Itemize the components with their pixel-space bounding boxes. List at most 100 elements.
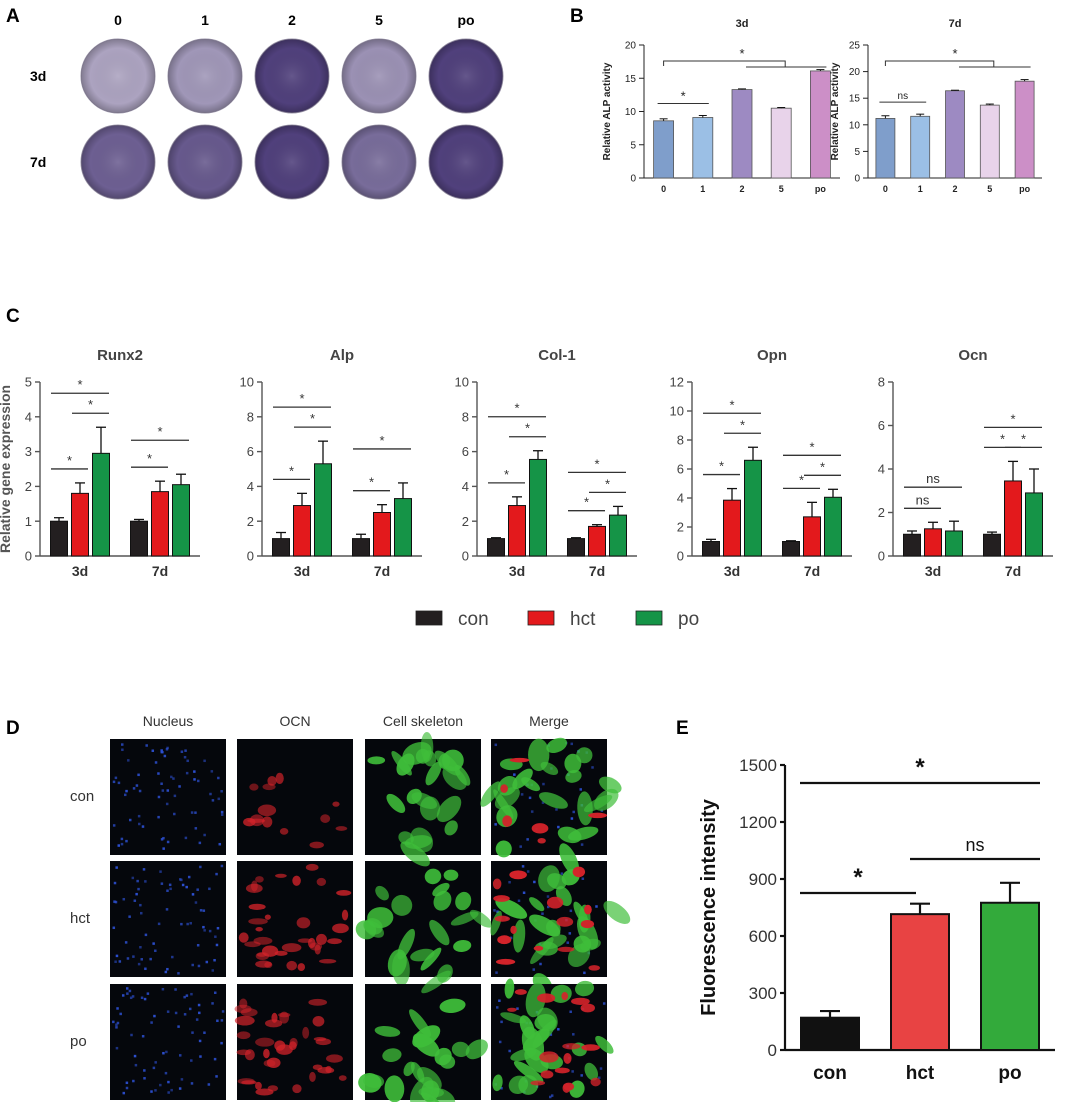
- ocn-signal: [509, 757, 530, 763]
- nucleus-dot: [133, 1054, 137, 1058]
- well-column-label: 1: [201, 12, 209, 28]
- chart-title: 3d: [736, 18, 749, 30]
- ocn-signal: [297, 963, 306, 972]
- nucleus-dot: [140, 996, 144, 1000]
- nucleus-dot: [195, 1018, 199, 1021]
- nucleus-dot: [220, 1041, 223, 1045]
- nucleus-dot: [112, 824, 116, 827]
- significance-label: *: [809, 439, 814, 454]
- significance-label: *: [820, 459, 825, 474]
- nucleus-dot: [570, 742, 573, 746]
- ocn-signal: [249, 814, 265, 827]
- ocn-signal: [267, 775, 277, 786]
- cell-shape: [525, 982, 546, 1018]
- ocn-signal: [289, 1037, 298, 1048]
- nucleus-dot: [137, 887, 140, 891]
- significance-label: *: [681, 88, 686, 103]
- nucleus-dot: [128, 818, 132, 822]
- nucleus-dot: [500, 1020, 503, 1024]
- ocn-signal: [236, 1031, 251, 1040]
- nucleus-dot: [194, 901, 198, 904]
- nucleus-dot: [183, 995, 186, 999]
- cell-shape: [398, 831, 414, 845]
- nucleus-dot: [137, 962, 141, 966]
- x-tick-label: po: [998, 1063, 1021, 1084]
- nucleus-dot: [124, 941, 128, 944]
- nucleus-dot: [526, 870, 530, 873]
- nucleus-dot: [528, 796, 532, 800]
- cell-shape: [363, 920, 384, 938]
- image-column-label: Merge: [529, 713, 569, 729]
- cell-shape: [384, 1075, 405, 1102]
- y-tick-label: 900: [749, 870, 777, 889]
- ocn-signal: [305, 863, 319, 871]
- nucleus-dot: [568, 932, 572, 935]
- ocn-signal: [327, 938, 342, 945]
- ocn-signal: [572, 866, 586, 878]
- nucleus-dot: [546, 905, 550, 909]
- significance-label: *: [88, 397, 93, 412]
- nucleus-dot: [139, 911, 143, 915]
- y-tick-label: 0: [25, 549, 32, 564]
- well-column-label: po: [457, 12, 474, 28]
- ocn-signal: [335, 826, 348, 831]
- nucleus-dot: [211, 969, 215, 972]
- bar-con: [50, 520, 68, 557]
- nucleus-dot: [167, 1080, 170, 1084]
- nucleus-dot: [194, 811, 197, 814]
- ocn-signal: [316, 877, 327, 886]
- ocn-signal: [580, 919, 595, 929]
- significance-label: *: [1021, 431, 1026, 446]
- nucleus-dot: [126, 957, 130, 960]
- nucleus-dot: [138, 789, 142, 793]
- nucleus-dot: [162, 836, 165, 840]
- panel-d-fluorescence-images: Nucleus OCN Cell skeleton Merge con hct po: [70, 713, 631, 1102]
- y-tick-label: 8: [462, 409, 469, 424]
- ocn-signal: [320, 814, 331, 823]
- nucleus-dot: [134, 1063, 138, 1067]
- ocn-signal: [571, 997, 590, 1005]
- nucleus-dot: [167, 1091, 170, 1094]
- legend-label-con: con: [458, 609, 489, 630]
- nucleus-dot: [137, 814, 141, 818]
- bar-po: [314, 463, 332, 557]
- significance-label: *: [299, 391, 304, 406]
- bar: [980, 901, 1040, 1051]
- nucleus-dot: [146, 992, 150, 995]
- chart-title: Runx2: [97, 347, 143, 364]
- bar: [653, 120, 674, 179]
- bar-po: [1025, 492, 1043, 557]
- nucleus-dot: [215, 872, 218, 876]
- cell-shape: [465, 1039, 488, 1060]
- ocn-signal: [255, 951, 270, 961]
- nucleus-dot: [583, 971, 586, 975]
- x-tick-label: 7d: [589, 563, 605, 579]
- nucleus-dot: [133, 899, 137, 902]
- cell-shape: [391, 894, 413, 916]
- cell-shape: [374, 1026, 401, 1037]
- nucleus-dot: [566, 941, 569, 944]
- nucleus-dot: [112, 926, 116, 930]
- cell-shape: [386, 793, 406, 813]
- y-tick-label: 3: [25, 444, 32, 459]
- x-tick-label: 3d: [72, 563, 88, 579]
- y-tick-label: 0: [462, 549, 469, 564]
- nucleus-dot: [128, 915, 131, 918]
- cell-shape: [495, 898, 528, 919]
- bar-po: [92, 452, 110, 557]
- x-tick-label: 5: [987, 184, 992, 194]
- nucleus-dot: [555, 808, 558, 811]
- x-tick-label: 3d: [724, 563, 740, 579]
- bar: [910, 115, 931, 179]
- nucleus-dot: [216, 1019, 219, 1023]
- nucleus-dot: [557, 1028, 560, 1031]
- cell-shape: [442, 766, 467, 790]
- x-tick-label: po: [815, 184, 826, 194]
- nucleus-dot: [180, 922, 183, 926]
- nucleus-dot: [152, 942, 155, 945]
- bar-hct: [588, 525, 606, 557]
- nucleus-dot: [218, 842, 222, 846]
- nucleus-dot: [569, 1010, 572, 1014]
- y-tick-label: 2: [462, 514, 469, 529]
